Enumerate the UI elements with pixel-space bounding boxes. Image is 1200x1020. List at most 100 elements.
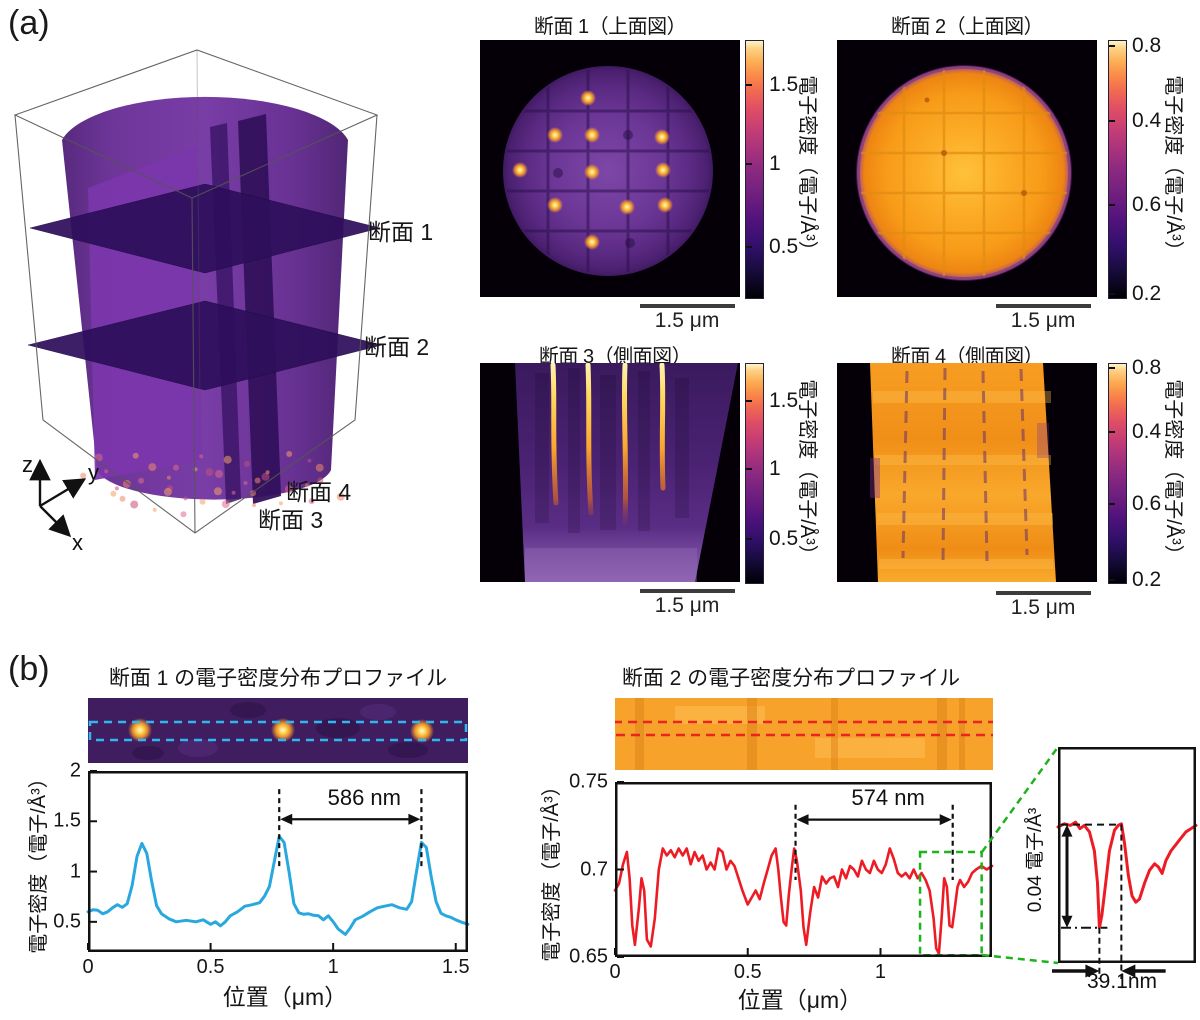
slice1-bright-dots [512, 90, 673, 250]
profile1-chart: 586 nm 0 0.5 1 1.5 2 1.5 1 0.5 [53, 760, 470, 979]
axis-z-label: z [22, 452, 33, 477]
panel-a-label: (a) [8, 4, 50, 42]
axes-triad [29, 458, 87, 538]
slice3-colorbar: 1.5 1 0.5 [745, 363, 798, 584]
colorbar-tick-mark [1109, 430, 1115, 433]
chart-frame [1058, 747, 1196, 963]
slice3-bright-stripes [550, 363, 666, 526]
zoom-region-box [918, 850, 983, 957]
panel-b-label: (b) [8, 650, 50, 688]
colorbar-tick-label: 1 [769, 152, 781, 176]
y-tick-label: 0.75 [569, 770, 608, 793]
profile2-xlabel: 位置（μm） [737, 987, 863, 1013]
profile2-ylabel: 電子密度（電子/Å³） [541, 776, 563, 962]
slice2-profile-zoom-line [1056, 820, 1198, 930]
horizontal-slice-plane-1 [29, 183, 381, 274]
colorbar-tick-label: 1.5 [769, 389, 799, 413]
volume-base-speckles [80, 451, 345, 518]
profile2-chart: 574 nm 0 0.5 1 0.75 0.7 0.65 [569, 771, 994, 983]
colorbar-tick-label: 0.2 [1132, 567, 1162, 591]
slice3-title: 断面 3（側面図） [538, 346, 692, 368]
slice3-scalebar [640, 589, 735, 593]
profile2-strip-image [615, 698, 993, 770]
volume-label-slice1: 断面 1 [368, 219, 433, 245]
colorbar-tick-mark [746, 245, 752, 248]
y-tick-label: 2 [69, 759, 81, 782]
inset-connector-lines [980, 746, 1060, 965]
x-tick-label: 0.5 [733, 961, 762, 983]
colorbar-tick-mark [746, 538, 752, 541]
volume-rendering-3d: 断面 1 断面 2 断面 4 断面 3 z y x [13, 49, 433, 555]
colorbar-tick-mark [746, 400, 752, 403]
profile1-strip-image [88, 698, 468, 763]
x-tick-label: 1 [874, 961, 887, 983]
volume-label-slice2: 断面 2 [364, 334, 429, 360]
colorbar-tick-mark [1109, 503, 1115, 506]
inset-width-label: 39.1nm [1086, 970, 1158, 993]
inset-depth-label: 0.04 電子/Å³ [1025, 807, 1046, 913]
distance-annotation-label: 586 nm [327, 785, 402, 811]
slice4-dark-lines [901, 367, 1029, 564]
volume-label-slice4: 断面 4 [286, 479, 351, 505]
bounding-box-wireframe [13, 49, 379, 534]
colorbar-tick-label: 0.8 [1132, 356, 1162, 380]
slice1-colorbar: 1.5 1 0.5 [745, 40, 798, 299]
axis-y-label: y [88, 460, 99, 485]
profile1-xlabel: 位置（μm） [222, 984, 348, 1010]
slice1-scalebar-label: 1.5 μm [654, 309, 720, 332]
horizontal-slice-plane-2 [27, 300, 383, 391]
y-tick-label: 0.5 [53, 910, 81, 933]
colorbar-tick-mark [1109, 119, 1115, 122]
slice3-scalebar-label: 1.5 μm [654, 594, 720, 617]
colorbar-tick-mark [1109, 45, 1115, 48]
slice2-scalebar-label: 1.5 μm [1010, 309, 1076, 332]
colorbar-tick-label: 1 [769, 457, 781, 481]
profile2-inset-chart [1052, 747, 1198, 979]
x-tick-label: 0 [82, 956, 94, 978]
slice2-image [837, 40, 1097, 297]
slice4-title: 断面 4（側面図） [890, 346, 1044, 368]
slice4-scalebar-label: 1.5 μm [1010, 596, 1076, 619]
chart-frame [615, 782, 992, 957]
colorbar-tick-mark [746, 163, 752, 166]
slice3-colorbar-label: 電子密度（電子/Å³） [796, 379, 818, 565]
colorbar-tick-label: 0.6 [1132, 193, 1162, 217]
colorbar-tick-mark [746, 83, 752, 86]
distance-annotation-label: 574 nm [851, 784, 925, 810]
colorbar-tick-mark [746, 468, 752, 471]
y-tick-label: 1.5 [53, 809, 81, 832]
colorbar-tick-mark [1109, 293, 1115, 296]
profile1-title: 断面 1 の電子密度分布プロファイル [108, 667, 448, 690]
slice3-image [480, 363, 740, 582]
slice4-colorbar-label: 電子密度（電子/Å³） [1162, 379, 1184, 565]
colorbar-tick-mark [1109, 578, 1115, 581]
slice4-colorbar: 0.8 0.4 0.6 0.2 [1108, 356, 1161, 591]
slice1-density-profile-line [86, 834, 470, 936]
axis-x-label: x [72, 530, 83, 555]
volume-label-slice3: 断面 3 [258, 507, 323, 533]
profile1-ylabel: 電子密度（電子/Å³） [28, 768, 50, 954]
x-tick-label: 0.5 [196, 956, 225, 978]
slice2-colorbar-label: 電子密度（電子/Å³） [1162, 75, 1184, 261]
slice1-title: 断面 1（上面図） [533, 16, 687, 38]
profile2-title: 断面 2 の電子密度分布プロファイル [621, 667, 961, 690]
colorbar-tick-label: 0.8 [1132, 34, 1162, 58]
slice2-colorbar: 0.8 0.4 0.6 0.2 [1108, 34, 1161, 305]
profile2-sampling-band [615, 720, 993, 737]
x-tick-label: 1.5 [441, 956, 470, 978]
chart-frame [88, 771, 468, 952]
slice2-title: 断面 2（上面図） [890, 16, 1044, 38]
slice4-scalebar [996, 591, 1091, 595]
colorbar-tick-mark [1109, 367, 1115, 370]
y-tick-label: 0.7 [580, 858, 608, 880]
colorbar-tick-label: 0.2 [1132, 282, 1162, 306]
y-tick-label: 0.65 [569, 945, 608, 968]
colorbar-tick-label: 1.5 [769, 72, 799, 96]
colorbar-tick-label: 0.5 [769, 527, 799, 551]
slice1-scalebar [640, 304, 735, 308]
x-tick-label: 1 [327, 956, 339, 978]
y-tick-label: 1 [69, 860, 81, 883]
slice1-image [480, 40, 740, 297]
slice4-image [837, 363, 1097, 582]
